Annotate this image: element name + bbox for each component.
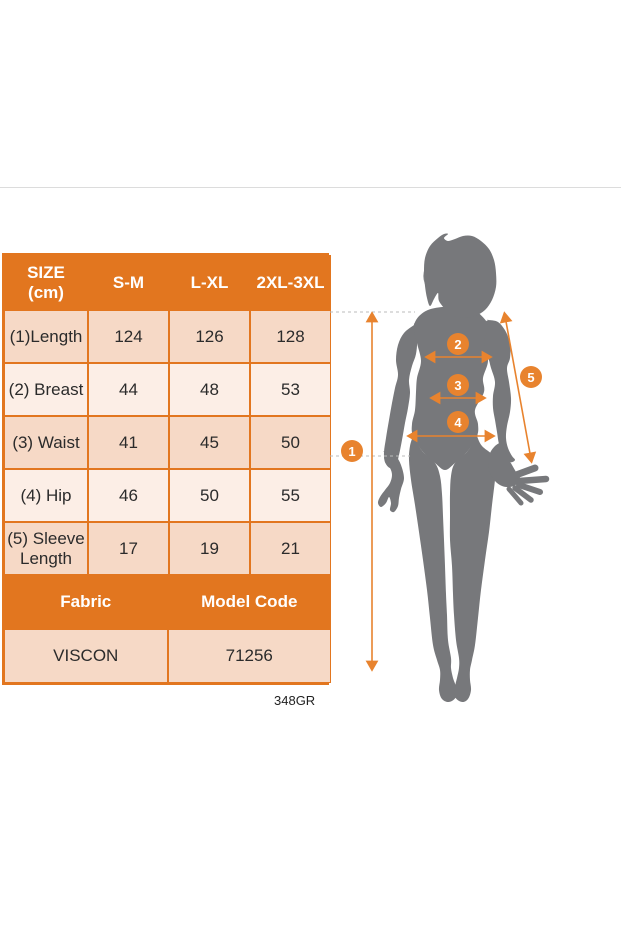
- svg-text:1: 1: [348, 444, 355, 459]
- svg-text:4: 4: [454, 415, 462, 430]
- svg-text:2: 2: [454, 337, 461, 352]
- svg-text:3: 3: [454, 378, 461, 393]
- svg-text:5: 5: [527, 370, 534, 385]
